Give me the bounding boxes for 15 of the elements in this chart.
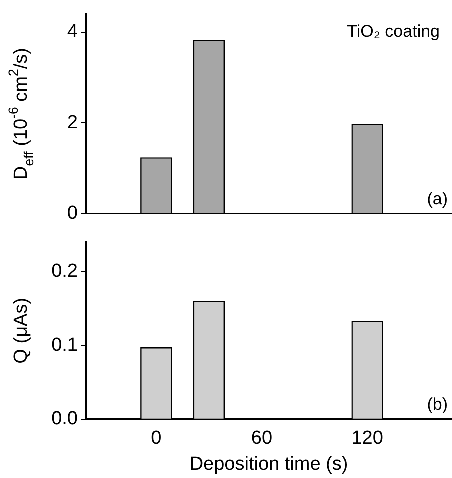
y-tick-label: 2	[67, 112, 78, 134]
annotation: TiO₂ coating	[347, 22, 440, 42]
y-tick-label: 0.2	[52, 261, 78, 282]
x-axis-title: Deposition time (s)	[190, 454, 348, 475]
annotation: (a)	[427, 189, 448, 208]
annotation: (b)	[427, 395, 448, 414]
y-tick-label: 0.0	[52, 408, 78, 430]
y-tick-label: 4	[67, 22, 78, 43]
x-tick-label: 120	[352, 428, 384, 450]
y-axis-title: Q (μAs)	[11, 298, 32, 364]
x-tick-label: 0	[151, 428, 162, 450]
y-axis-title: Deff (10-6 cm2/s)	[6, 48, 36, 180]
x-tick-label: 60	[251, 428, 273, 450]
y-tick-label: 0	[67, 202, 78, 224]
y-tick-label: 0.1	[52, 334, 78, 356]
